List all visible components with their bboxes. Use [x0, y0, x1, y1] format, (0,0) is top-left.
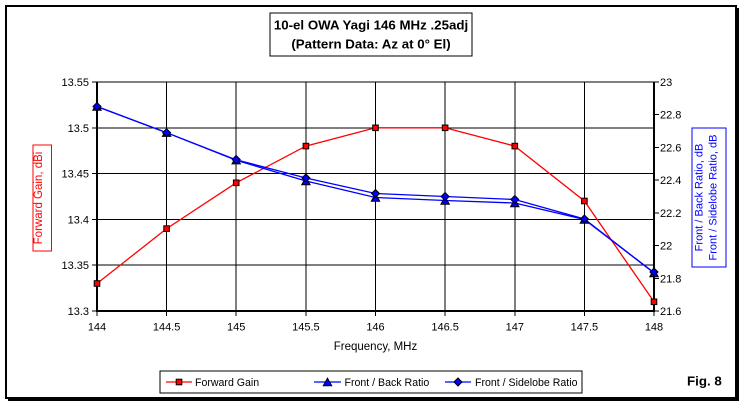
- svg-text:Forward Gain: Forward Gain: [195, 377, 259, 389]
- svg-text:22.8: 22.8: [660, 110, 681, 122]
- svg-text:Front / Back Ratio: Front / Back Ratio: [345, 377, 430, 389]
- svg-text:144: 144: [88, 322, 106, 334]
- svg-text:147: 147: [506, 322, 524, 334]
- svg-text:23: 23: [660, 77, 672, 89]
- svg-text:13.35: 13.35: [61, 260, 89, 272]
- svg-text:146.5: 146.5: [431, 322, 459, 334]
- svg-text:148: 148: [645, 322, 663, 334]
- svg-text:22.4: 22.4: [660, 175, 681, 187]
- svg-text:22.6: 22.6: [660, 142, 681, 154]
- svg-text:147.5: 147.5: [571, 322, 599, 334]
- svg-text:13.4: 13.4: [68, 214, 89, 226]
- svg-text:145.5: 145.5: [292, 322, 320, 334]
- svg-text:Front / Sidelobe Ratio, dB: Front / Sidelobe Ratio, dB: [708, 135, 720, 261]
- svg-text:13.3: 13.3: [68, 306, 89, 318]
- svg-text:Front / Sidelobe Ratio: Front / Sidelobe Ratio: [475, 377, 578, 389]
- svg-text:13.55: 13.55: [61, 77, 89, 89]
- svg-text:146: 146: [366, 322, 384, 334]
- svg-text:10-el OWA Yagi 146 MHz .25adj: 10-el OWA Yagi 146 MHz .25adj: [274, 17, 468, 32]
- svg-text:21.6: 21.6: [660, 306, 681, 318]
- svg-text:Fig. 8: Fig. 8: [687, 373, 722, 388]
- svg-text:Front / Back Ratio, dB: Front / Back Ratio, dB: [694, 144, 706, 252]
- svg-text:(Pattern Data: Az at 0° El): (Pattern Data: Az at 0° El): [291, 36, 450, 51]
- svg-text:Frequency, MHz: Frequency, MHz: [334, 341, 418, 353]
- svg-text:Forward Gain, dBi: Forward Gain, dBi: [33, 152, 45, 245]
- svg-text:21.8: 21.8: [660, 273, 681, 285]
- svg-text:13.5: 13.5: [68, 123, 89, 135]
- svg-text:22: 22: [660, 241, 672, 253]
- svg-text:144.5: 144.5: [153, 322, 181, 334]
- svg-text:22.2: 22.2: [660, 208, 681, 220]
- svg-text:13.45: 13.45: [61, 169, 89, 181]
- svg-text:145: 145: [227, 322, 245, 334]
